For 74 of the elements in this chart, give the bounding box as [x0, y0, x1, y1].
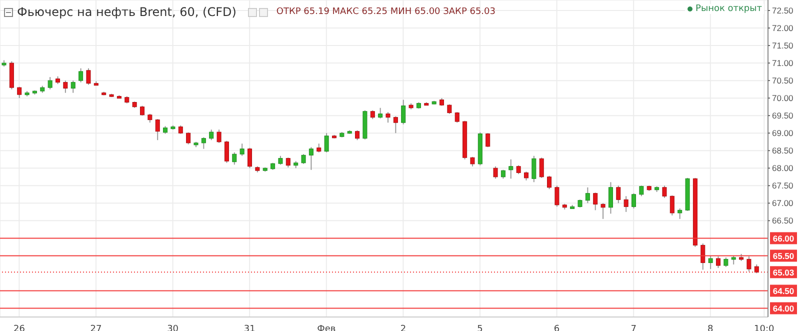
ref-line-label: 64.50 — [772, 286, 794, 296]
y-tick-label: 67.00 — [772, 198, 794, 208]
candlestick — [401, 99, 406, 125]
candlestick — [386, 112, 390, 124]
ref-line-label: 65.50 — [772, 251, 794, 262]
candlestick — [593, 192, 598, 211]
candlestick — [639, 185, 644, 197]
candlestick — [600, 202, 606, 220]
candlestick — [355, 130, 360, 141]
annotation: ОТКР 65.19 МАКС 65.25 МИН 65.00 ЗАКР 65.03 — [276, 7, 496, 17]
candlestick — [670, 194, 674, 216]
y-tick-label: 70.50 — [772, 76, 794, 86]
candlestick — [186, 132, 191, 145]
candlestick — [554, 185, 560, 208]
candlestick — [539, 157, 544, 178]
candlestick — [486, 132, 490, 148]
y-tick-label: 67.50 — [772, 180, 794, 191]
candlestick — [746, 256, 752, 272]
candlestick — [447, 104, 452, 114]
candlestick — [248, 147, 252, 169]
candlestick — [700, 242, 706, 270]
candlestick — [493, 166, 498, 180]
x-tick-label: 27 — [90, 324, 102, 331]
candlestick — [716, 256, 720, 268]
y-tick-label: 70.00 — [772, 93, 794, 104]
y-tick-label: 72.00 — [772, 23, 794, 34]
y-tick-label: 71.50 — [772, 40, 794, 51]
x-tick-label: 7 — [630, 324, 636, 331]
candlestick — [224, 140, 229, 164]
candlestick — [240, 143, 244, 156]
candlestick — [378, 107, 383, 119]
candlestick — [78, 68, 84, 83]
y-tick-label: 71.00 — [772, 58, 794, 68]
ref-line-label: 65.03 — [772, 268, 794, 278]
candlestick — [470, 156, 475, 167]
y-tick-label: 66.50 — [772, 216, 794, 226]
candlestick — [454, 112, 460, 124]
y-tick-label: 69.50 — [772, 110, 794, 121]
candlestick — [632, 192, 636, 209]
candlestick — [209, 129, 214, 141]
candlestick — [308, 146, 314, 170]
candlestick — [86, 68, 91, 86]
candlestick — [393, 116, 398, 134]
candlestick — [608, 182, 613, 214]
candlestick — [616, 185, 621, 204]
candlestick — [286, 157, 290, 168]
candlestick — [216, 129, 222, 144]
candlestick — [678, 208, 682, 220]
candlestick — [63, 80, 68, 94]
y-tick-label: 72.50 — [772, 6, 794, 16]
candlestick — [140, 105, 144, 116]
candlestick — [547, 175, 552, 190]
candlestick — [585, 186, 590, 204]
text: Фьючерс на нефть Brent, 60, (CFD) — [17, 5, 236, 19]
y-tick-label: 68.50 — [772, 146, 794, 156]
annotation: Рынок открыт — [696, 4, 762, 14]
x-tick-label: 2 — [400, 324, 406, 331]
candlestick — [301, 154, 306, 164]
candlestick — [70, 80, 76, 94]
candlestick — [708, 255, 713, 270]
candlestick — [232, 152, 237, 166]
candlestick — [155, 118, 160, 141]
ref-line-label: 66.00 — [772, 234, 794, 244]
candlestick — [724, 256, 728, 268]
candlestick — [48, 76, 52, 90]
candlestick — [201, 136, 206, 150]
y-tick-label: 69.00 — [772, 128, 794, 138]
y-tick-label: 68.00 — [772, 163, 794, 174]
candlestick — [324, 132, 329, 153]
candlestick — [624, 196, 628, 212]
candlestick — [508, 158, 514, 180]
candlestick — [662, 185, 667, 198]
ref-line-label: 64.00 — [772, 304, 794, 314]
candlestick — [532, 155, 536, 183]
